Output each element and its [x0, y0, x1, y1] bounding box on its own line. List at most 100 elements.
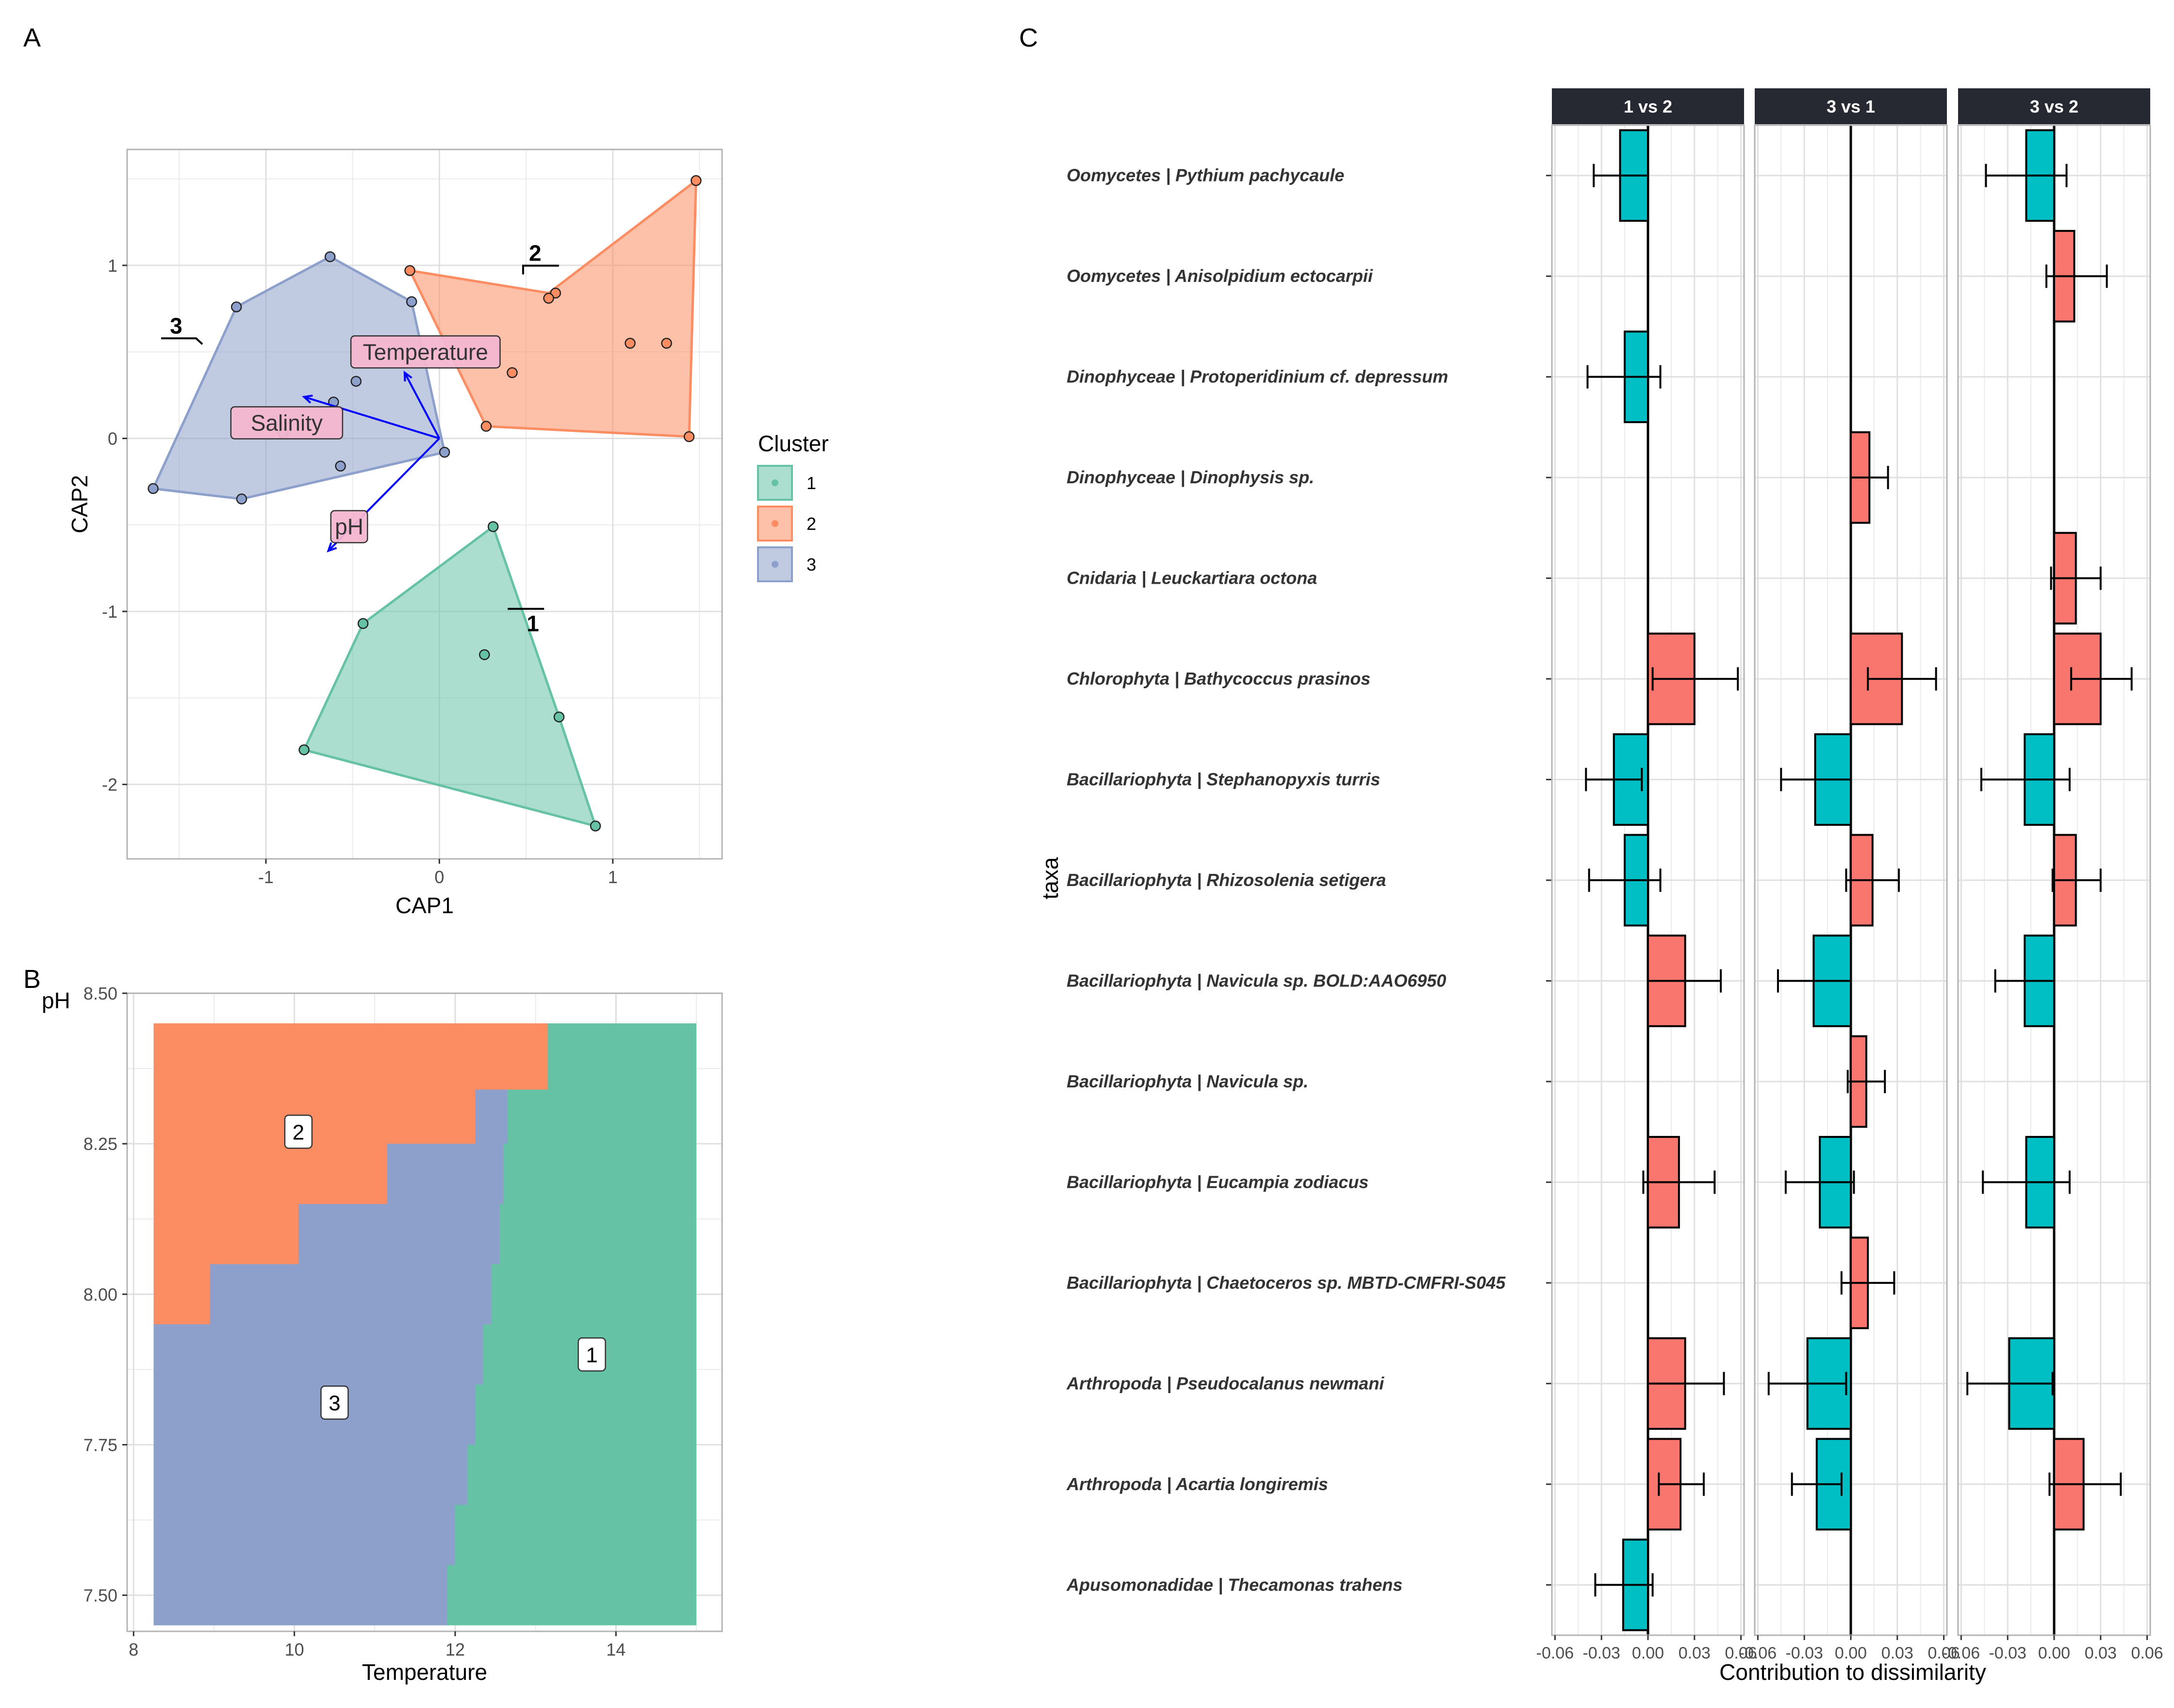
facet-strip-label: 3 vs 2 [2030, 97, 2078, 116]
region-label-box [284, 1115, 313, 1149]
x-tick-label: -0.06 [1536, 1644, 1574, 1662]
legend-key-point [772, 520, 778, 527]
y-tick-label: 7.50 [83, 1586, 117, 1606]
hull-cluster-1 [303, 525, 597, 827]
x-tick-label: 0.06 [2131, 1644, 2163, 1662]
x-tick-label: -0.03 [1582, 1644, 1620, 1662]
taxa-label: Bacillariophyta | Navicula sp. BOLD:AAO6… [1067, 970, 1446, 990]
point-cluster-3 [439, 446, 450, 458]
x-tick-label: -0.06 [1943, 1644, 1980, 1662]
taxa-label: Bacillariophyta | Chaetoceros sp. MBTD-C… [1067, 1273, 1506, 1293]
taxa-label: Bacillariophyta | Eucampia zodiacus [1067, 1172, 1368, 1192]
y-tick-label: -2 [102, 775, 117, 795]
y-tick-label: -1 [102, 602, 117, 622]
vector-label-salinity: Salinity [251, 411, 323, 436]
x-tick-label: 0.03 [1881, 1644, 1913, 1662]
point-cluster-2 [683, 431, 695, 443]
taxa-label: Dinophyceae | Protoperidinium cf. depres… [1067, 367, 1448, 387]
taxa-label: Apusomonadidae | Thecamonas trahens [1066, 1575, 1402, 1594]
plot-border [126, 992, 723, 1632]
x-axis-title: CAP1 [395, 893, 454, 918]
legend-title: Cluster [758, 431, 829, 456]
point-cluster-2 [543, 293, 554, 304]
y-tick-label: 8.25 [83, 1134, 117, 1154]
point-cluster-1 [590, 820, 601, 832]
vector-label-box [350, 335, 501, 369]
taxa-label: Bacillariophyta | Rhizosolenia setigera [1067, 870, 1386, 890]
y-tick-label: 1 [108, 256, 117, 276]
y-tick-label: 0 [108, 428, 117, 448]
y-axis-title: CAP2 [67, 475, 92, 533]
region-label-box [320, 1385, 349, 1420]
point-cluster-1 [487, 521, 499, 532]
hull-label-2: 2 [529, 241, 542, 266]
x-tick-label: 0.03 [1679, 1644, 1711, 1662]
point-cluster-3 [236, 493, 247, 505]
panel-label-b: B [23, 965, 41, 994]
y-tick-label: 8.00 [83, 1284, 117, 1304]
x-tick-label: 1 [608, 867, 618, 887]
hull-label-leader [522, 264, 559, 275]
x-tick-label: 0.03 [2085, 1644, 2117, 1662]
point-cluster-2 [480, 421, 492, 432]
x-tick-label: -1 [258, 867, 274, 887]
taxa-label: Arthropoda | Pseudocalanus newmani [1066, 1373, 1384, 1393]
point-cluster-2 [625, 338, 636, 349]
point-cluster-1 [553, 711, 565, 723]
point-cluster-3 [324, 251, 336, 263]
taxa-label: Dinophyceae | Dinophysis sp. [1067, 467, 1314, 487]
vector-label-ph: pH [335, 514, 363, 539]
x-tick-label: 0.00 [2038, 1644, 2070, 1662]
vector-arrowhead [403, 370, 412, 382]
taxa-label: Bacillariophyta | Stephanopyxis turris [1067, 770, 1380, 789]
point-cluster-2 [507, 367, 518, 378]
x-tick-label: 0.06 [1725, 1644, 1757, 1662]
region-label-2: 2 [293, 1120, 304, 1144]
taxa-label: Cnidaria | Leuckartiara octona [1067, 568, 1317, 588]
taxa-label: Chlorophyta | Bathycoccus prasinos [1067, 669, 1370, 689]
panel-c-dissimilarity-bars: Oomycetes | Pythium pachycaule Oomycetes … [1038, 88, 2163, 1685]
point-cluster-2 [661, 338, 672, 349]
x-tick-label: 8 [129, 1640, 138, 1659]
legend-key-point [772, 561, 778, 568]
facet-strip [1755, 88, 1947, 124]
vector-arrow-temperature [404, 372, 441, 439]
legend-label-2: 2 [807, 514, 816, 534]
panel-a-ordination-plot: 1 2 3 Temperature Salinity pH -1 0 1 -2 -1 0 1 CAP1 CA… [67, 148, 829, 918]
legend-key-point [772, 479, 778, 486]
x-tick-label: 0.00 [1835, 1644, 1867, 1662]
facet-strip [1552, 88, 1744, 124]
x-axis-title: Temperature [362, 1659, 487, 1685]
legend-label-3: 3 [807, 555, 816, 575]
region-cluster-2 [153, 1023, 548, 1325]
taxa-label: Bacillariophyta | Navicula sp. [1067, 1071, 1308, 1091]
x-tick-label: 0.00 [1632, 1644, 1664, 1662]
facet-strip-label: 1 vs 2 [1624, 97, 1672, 116]
point-cluster-3 [406, 296, 417, 308]
legend-label-1: 1 [807, 473, 816, 493]
x-tick-label: -0.06 [1739, 1644, 1777, 1662]
region-label-3: 3 [329, 1392, 340, 1415]
point-cluster-3 [148, 483, 159, 494]
x-axis-title: Contribution to dissimilarity [1719, 1659, 1986, 1685]
taxa-label: Arthropoda | Acartia longiremis [1066, 1474, 1328, 1494]
vector-label-box [330, 510, 368, 543]
x-tick-label: -0.03 [1785, 1644, 1823, 1662]
x-tick-label: 12 [445, 1640, 465, 1659]
y-tick-label: 7.75 [83, 1435, 117, 1455]
y-tick-label: 8.50 [83, 984, 117, 1003]
taxa-label: Oomycetes | Pythium pachycaule [1067, 165, 1344, 185]
facet-strip [1958, 88, 2150, 124]
x-tick-label: 14 [606, 1640, 626, 1659]
vector-arrowhead [327, 542, 337, 553]
point-cluster-1 [298, 744, 310, 755]
point-cluster-2 [691, 175, 702, 186]
y-axis-title: taxa [1038, 857, 1063, 899]
x-tick-label: 0 [434, 867, 444, 887]
point-cluster-3 [335, 460, 346, 472]
hull-label-leader [161, 337, 203, 345]
taxa-label: Oomycetes | Anisolpidium ectocarpii [1067, 266, 1373, 286]
point-cluster-2 [404, 265, 415, 276]
region-label-1: 1 [586, 1343, 597, 1367]
